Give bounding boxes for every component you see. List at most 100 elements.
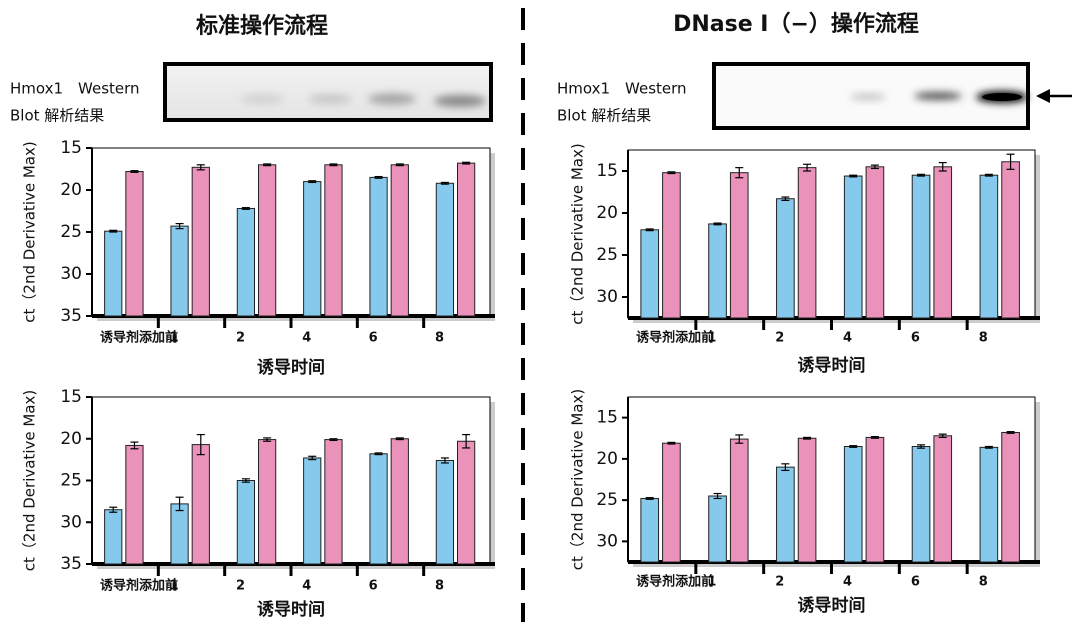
bar [258, 440, 275, 564]
bar [126, 172, 143, 316]
x-tick-label: 2 [236, 331, 245, 346]
bar [663, 173, 681, 318]
bar [844, 176, 862, 318]
y-tick-label: 20 [60, 180, 82, 200]
bar [798, 438, 816, 562]
column-title: 标准操作流程 [196, 13, 328, 39]
y-tick-label: 30 [596, 287, 618, 307]
bar [325, 440, 342, 564]
bar [730, 173, 748, 318]
y-tick-label: 15 [596, 161, 618, 181]
y-tick-label: 35 [60, 306, 82, 326]
bar [709, 224, 727, 318]
x-axis-label: 诱导时间 [257, 357, 325, 378]
x-tick-label: 2 [236, 579, 245, 594]
bar [777, 467, 795, 562]
y-tick-label: 30 [60, 264, 82, 284]
y-tick-label: 25 [60, 222, 82, 242]
y-tick-label: 20 [596, 449, 618, 469]
bar [105, 231, 122, 316]
bar [866, 437, 884, 562]
bar [457, 163, 474, 316]
blot-label: Hmox1 Western [10, 80, 140, 98]
arrow [1036, 89, 1072, 103]
y-tick-label: 25 [596, 245, 618, 265]
bar [1002, 432, 1020, 562]
x-tick-label: 6 [369, 579, 378, 594]
bar [304, 182, 321, 316]
x-tick-label: 6 [911, 575, 920, 590]
blot-image [165, 64, 491, 120]
bar [436, 183, 453, 316]
y-axis-label: ct（2nd Derivative Max) [569, 143, 587, 324]
y-tick-label: 15 [596, 408, 618, 428]
y-tick-label: 15 [60, 138, 82, 158]
blot-label: Blot 解析结果 [10, 107, 104, 125]
x-axis-label: 诱导时间 [798, 595, 866, 616]
bar [912, 447, 930, 563]
bar [934, 167, 952, 318]
blot-label: Hmox1 Western [557, 80, 687, 98]
bar [641, 230, 659, 318]
x-tick-label: 4 [843, 575, 852, 590]
y-tick-label: 20 [60, 429, 82, 449]
y-tick-label: 30 [596, 531, 618, 551]
bar [192, 167, 209, 316]
page: 标准操作流程 DNase I（−）操作流程 Hmox1 Western Blot… [0, 0, 1074, 622]
x-tick-label: 诱导剂添加前 [100, 578, 178, 594]
bar [192, 445, 209, 564]
bar [457, 441, 474, 564]
x-tick-label: 1 [707, 575, 716, 590]
bar [391, 439, 408, 564]
bar [237, 481, 254, 565]
bar [370, 454, 387, 564]
bar [171, 504, 188, 564]
y-tick-label: 25 [60, 471, 82, 491]
x-tick-label: 1 [170, 579, 179, 594]
bar [391, 165, 408, 316]
y-axis-label: ct（2nd Derivative Max) [21, 390, 39, 571]
bar [126, 445, 143, 564]
x-axis-label: 诱导时间 [798, 355, 866, 376]
x-tick-label: 1 [170, 331, 179, 346]
bar [980, 175, 998, 318]
figure: 标准操作流程 DNase I（−）操作流程 Hmox1 Western Blot… [0, 0, 1074, 622]
y-tick-label: 25 [596, 490, 618, 510]
x-tick-label: 2 [775, 575, 784, 590]
y-axis-label: ct（2nd Derivative Max) [569, 389, 587, 570]
bar [325, 165, 342, 316]
x-tick-label: 诱导剂添加前 [100, 330, 178, 346]
bar [980, 447, 998, 562]
y-tick-label: 15 [60, 387, 82, 407]
plot-area [628, 397, 1035, 562]
bar [912, 175, 930, 318]
bar [1002, 162, 1020, 318]
bar [370, 177, 387, 316]
x-tick-label: 4 [302, 579, 311, 594]
blot-label: Blot 解析结果 [557, 107, 651, 125]
bar [866, 167, 884, 318]
x-axis-label: 诱导时间 [257, 599, 325, 620]
bar [709, 496, 727, 562]
x-tick-label: 2 [775, 331, 784, 346]
y-tick-label: 35 [60, 554, 82, 574]
x-tick-label: 诱导剂添加前 [636, 330, 714, 346]
y-axis-label: ct（2nd Derivative Max) [21, 141, 39, 322]
x-tick-label: 8 [435, 579, 444, 594]
bar [777, 199, 795, 318]
x-tick-label: 4 [843, 331, 852, 346]
x-tick-label: 8 [979, 575, 988, 590]
x-tick-label: 8 [979, 331, 988, 346]
y-tick-label: 30 [60, 512, 82, 532]
bar [663, 443, 681, 562]
x-tick-label: 1 [707, 331, 716, 346]
bar [934, 436, 952, 562]
x-tick-label: 6 [911, 331, 920, 346]
x-tick-label: 4 [302, 331, 311, 346]
plot-area [628, 150, 1035, 318]
y-tick-label: 20 [596, 203, 618, 223]
bar [798, 168, 816, 318]
bar [641, 498, 659, 562]
bar [237, 208, 254, 316]
bar [258, 165, 275, 316]
